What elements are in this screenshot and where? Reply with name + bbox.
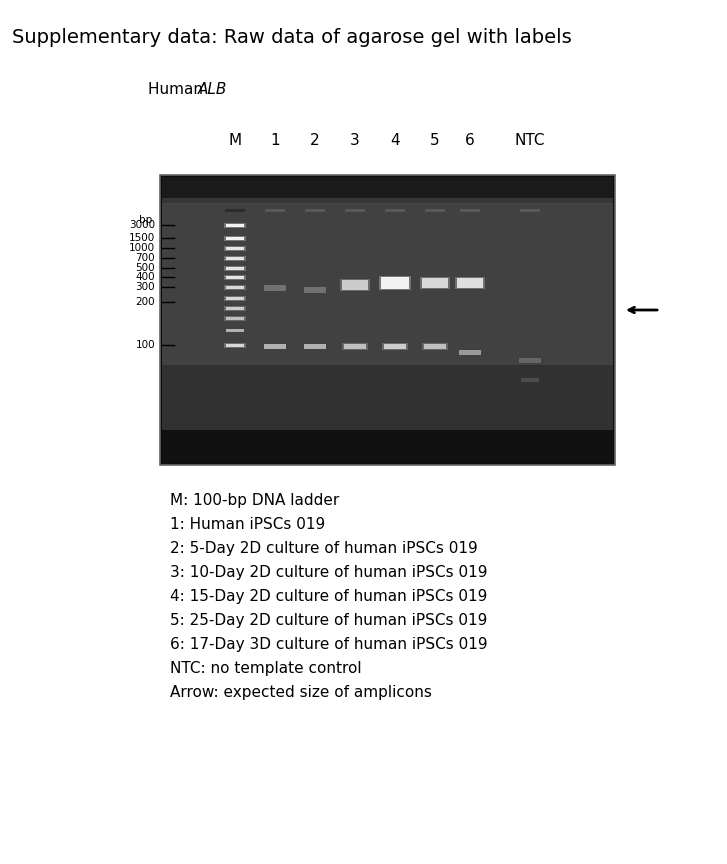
Bar — [265, 208, 285, 212]
Bar — [224, 284, 246, 289]
Bar — [224, 265, 246, 270]
Text: bp: bp — [139, 215, 152, 225]
Text: 3: 3 — [350, 133, 360, 148]
Bar — [460, 208, 480, 212]
Text: 300: 300 — [135, 282, 155, 292]
Text: 500: 500 — [135, 263, 155, 273]
Text: 1000: 1000 — [129, 243, 155, 253]
Bar — [224, 275, 246, 279]
Bar — [224, 315, 246, 321]
Text: M: 100-bp DNA ladder: M: 100-bp DNA ladder — [170, 493, 340, 508]
Bar — [345, 208, 365, 212]
Text: Arrow: expected size of amplicons: Arrow: expected size of amplicons — [170, 685, 432, 700]
Bar — [457, 278, 483, 288]
Bar — [225, 208, 245, 212]
Bar — [226, 285, 244, 289]
Bar — [226, 237, 244, 239]
Bar — [162, 430, 613, 463]
Bar — [379, 276, 411, 290]
Bar — [224, 256, 246, 261]
Bar — [224, 342, 246, 347]
Bar — [226, 316, 244, 320]
Bar — [521, 378, 539, 382]
Bar — [381, 277, 409, 289]
Bar — [520, 208, 540, 212]
Text: M: M — [228, 133, 241, 148]
Bar — [342, 280, 368, 290]
Bar — [459, 350, 481, 354]
Text: 1: 1 — [270, 133, 280, 148]
Bar — [422, 342, 448, 350]
Bar — [424, 344, 446, 348]
Text: 6: 6 — [465, 133, 475, 148]
Text: 2: 5-Day 2D culture of human iPSCs 019: 2: 5-Day 2D culture of human iPSCs 019 — [170, 541, 478, 556]
Bar — [382, 342, 408, 350]
Text: 1: Human iPSCs 019: 1: Human iPSCs 019 — [170, 517, 325, 532]
Bar — [226, 296, 244, 300]
Bar — [224, 236, 246, 240]
Text: 4: 15-Day 2D culture of human iPSCs 019: 4: 15-Day 2D culture of human iPSCs 019 — [170, 589, 487, 604]
Bar — [224, 306, 246, 310]
Bar — [224, 245, 246, 251]
Text: 5: 25-Day 2D culture of human iPSCs 019: 5: 25-Day 2D culture of human iPSCs 019 — [170, 613, 487, 628]
Text: NTC: no template control: NTC: no template control — [170, 661, 361, 676]
Bar — [420, 277, 450, 289]
Bar — [226, 307, 244, 309]
Bar — [344, 344, 366, 348]
Bar — [226, 266, 244, 270]
Bar — [340, 279, 370, 291]
Bar — [384, 344, 406, 348]
Bar — [226, 344, 244, 346]
Bar — [224, 223, 246, 227]
Text: 3: 10-Day 2D culture of human iPSCs 019: 3: 10-Day 2D culture of human iPSCs 019 — [170, 565, 488, 580]
Text: Supplementary data: Raw data of agarose gel with labels: Supplementary data: Raw data of agarose … — [12, 28, 571, 47]
Text: 4: 4 — [390, 133, 400, 148]
Bar — [264, 285, 286, 291]
Bar — [226, 328, 244, 332]
Text: 400: 400 — [135, 272, 155, 282]
Bar — [162, 198, 613, 430]
Bar — [455, 277, 485, 289]
Bar — [162, 177, 613, 205]
Text: 2: 2 — [310, 133, 320, 148]
Bar — [226, 257, 244, 259]
Bar — [304, 344, 326, 348]
Bar — [385, 208, 405, 212]
Text: 6: 17-Day 3D culture of human iPSCs 019: 6: 17-Day 3D culture of human iPSCs 019 — [170, 637, 488, 652]
Bar — [342, 342, 368, 350]
Bar — [425, 208, 445, 212]
Bar — [304, 287, 326, 293]
Text: NTC: NTC — [515, 133, 545, 148]
Bar — [160, 175, 615, 465]
Text: Human: Human — [148, 82, 208, 97]
Text: ALB: ALB — [198, 82, 228, 97]
Text: 200: 200 — [135, 297, 155, 307]
Text: 1500: 1500 — [129, 233, 155, 243]
Bar — [226, 246, 244, 250]
Bar — [305, 208, 325, 212]
Text: 5: 5 — [430, 133, 440, 148]
Bar — [224, 295, 246, 301]
Bar — [226, 276, 244, 278]
Bar — [226, 224, 244, 226]
Bar — [422, 278, 448, 288]
Bar — [162, 203, 613, 365]
Text: 100: 100 — [135, 340, 155, 350]
Bar — [519, 358, 541, 363]
Text: 700: 700 — [135, 253, 155, 263]
Text: 3000: 3000 — [129, 220, 155, 230]
Bar — [264, 344, 286, 348]
